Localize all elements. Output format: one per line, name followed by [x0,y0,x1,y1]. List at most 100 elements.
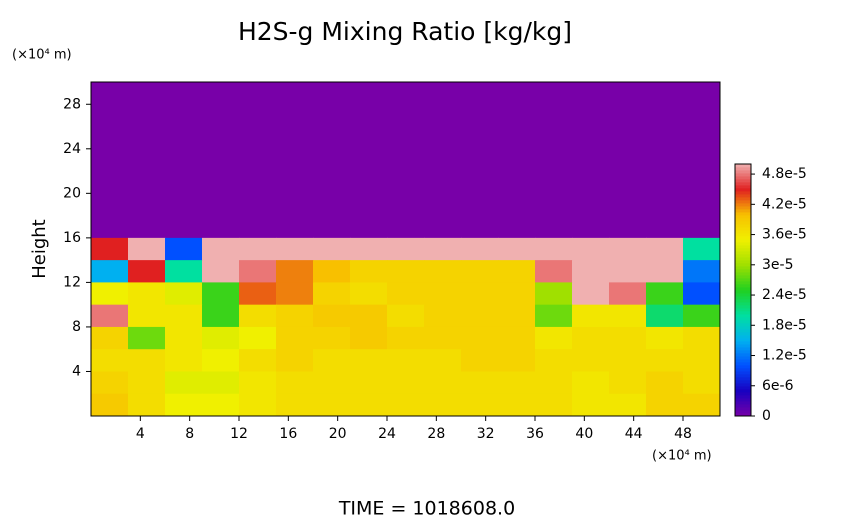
heat-cell [350,237,388,261]
heat-cell [461,282,499,306]
heat-cell [128,326,166,350]
heat-cell [91,393,129,417]
heat-cell [128,215,166,239]
heat-cell [424,82,462,105]
y-tick-label: 16 [63,230,81,246]
heat-cell [276,148,314,172]
heat-cell [683,371,721,395]
heat-cell [609,326,647,350]
heat-cell [461,326,499,350]
colorbar-band [735,374,751,378]
heat-cell [202,326,240,350]
heat-cell [424,193,462,217]
colorbar-band [735,266,751,270]
heat-cell [91,215,129,239]
heat-cell [424,282,462,306]
heat-cell [461,260,499,283]
heat-cell [239,260,277,283]
heat-cell [91,349,129,372]
heat-cell [239,393,277,417]
heat-cell [424,126,462,150]
colorbar-band [735,230,751,234]
heat-cell [276,104,314,128]
x-tick-label: 28 [427,426,445,442]
heat-cell [313,104,351,128]
heat-cell [202,104,240,128]
heat-cell [239,171,277,194]
heat-cell [424,393,462,417]
heat-cell [91,371,129,395]
colorbar-band [735,401,751,405]
colorbar-band [735,173,751,177]
heat-cell [535,215,573,239]
heat-cell [646,393,684,417]
colorbar-band [735,269,751,273]
heat-cell [572,393,610,417]
heat-cell [128,193,166,217]
heat-cell [91,148,129,172]
heat-cell [128,237,166,261]
colorbar-band [735,305,751,309]
heat-cell [683,82,721,105]
heat-cell [350,148,388,172]
heat-cell [646,282,684,306]
colorbar-band [735,413,751,417]
heat-cell [276,349,314,372]
colorbar-band [735,359,751,363]
heat-cell [239,304,277,328]
heat-cell [91,282,129,306]
heat-cell [350,215,388,239]
plot-frame [90,81,721,417]
colorbar-band [735,272,751,276]
heat-cell [609,237,647,261]
heat-cell [646,371,684,395]
heat-cell [239,193,277,217]
heat-cell [128,393,166,417]
heat-cell [276,371,314,395]
heat-cell [609,304,647,328]
heat-cell [572,260,610,283]
heat-cell [313,393,351,417]
heat-cell [202,237,240,261]
heat-cell [535,126,573,150]
colorbar-band [735,179,751,183]
heat-cell [202,349,240,372]
colorbar-band [735,227,751,231]
heat-cell [313,304,351,328]
heat-cell [535,148,573,172]
colorbar-band [735,194,751,198]
heat-cell [646,104,684,128]
heat-cell [313,349,351,372]
colorbar-tick-label: 6e-6 [762,378,794,394]
heat-cell [572,104,610,128]
colorbar-band [735,290,751,294]
heat-cell [424,304,462,328]
colorbar-band [735,407,751,411]
colorbar-band [735,338,751,342]
heat-cell [609,82,647,105]
x-tick-label: 12 [230,426,248,442]
heat-cell [350,260,388,283]
heat-cell [387,104,425,128]
heat-cell [91,237,129,261]
heat-cell [498,148,536,172]
heat-cell [350,82,388,105]
heat-cell [313,237,351,261]
heat-cell [91,193,129,217]
heat-cell [498,304,536,328]
colorbar-band [735,395,751,399]
heat-cell [572,148,610,172]
colorbar-band [735,164,751,168]
heat-cell [461,371,499,395]
heat-cell [165,371,203,395]
heat-cell [609,393,647,417]
colorbar-band [735,389,751,393]
x-unit: (×10⁴ m) [652,449,712,464]
heat-cell [683,260,721,283]
heat-cell [498,371,536,395]
colorbar-band [735,221,751,225]
colorbar-band [735,254,751,258]
heat-cell [535,260,573,283]
heat-cell [461,349,499,372]
